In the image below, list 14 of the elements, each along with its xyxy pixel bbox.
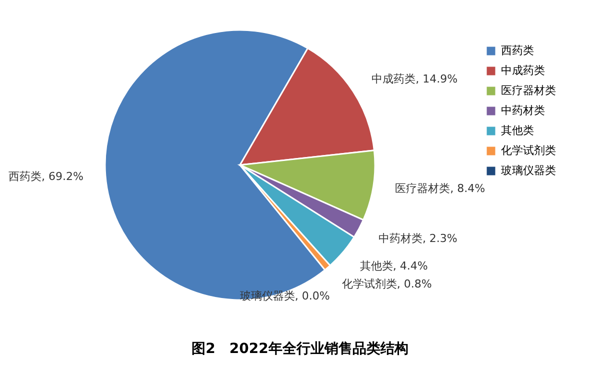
data-label: 中成药类, 14.9% [372,72,458,86]
legend-label: 化学试剂类 [501,144,556,157]
data-label: 其他类, 4.4% [360,259,428,272]
text: 图2 2022年全行业销售品类结构 [192,341,408,357]
legend-label: 玻璃仪器类 [501,164,556,177]
legend-label: 中成药类 [501,64,545,77]
data-label: 西药类, 69.2% [8,170,84,184]
data-label: 中药材类, 2.3% [378,232,458,246]
legend-label: 其他类 [501,124,534,137]
data-label: 化学试剂类, 0.8% [342,277,432,290]
legend-label: 医疗器材类 [501,84,556,97]
data-label: 医疗器材类, 8.4% [395,182,486,196]
legend-label: 西药类 [501,44,534,57]
legend-label: 中药材类 [501,104,545,117]
